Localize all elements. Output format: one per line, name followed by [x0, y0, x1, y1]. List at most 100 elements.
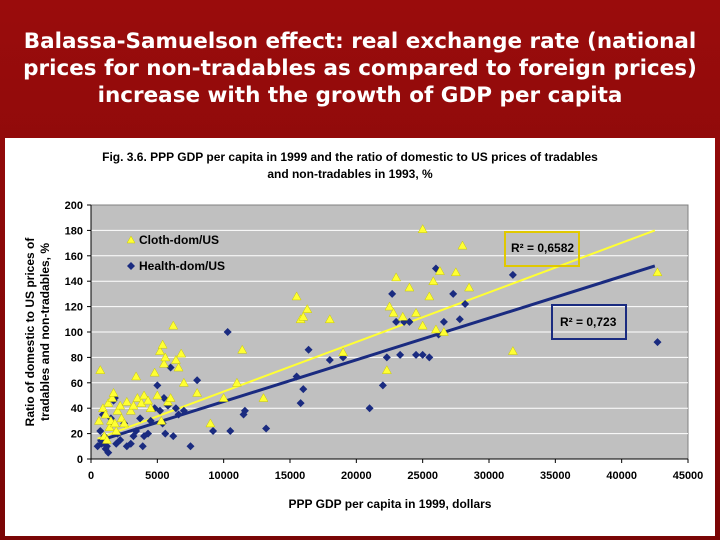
health-point [365, 404, 374, 413]
y-tick-label: 60 [71, 378, 83, 390]
figure-title-line-1: Fig. 3.6. PPP GDP per capita in 1999 and… [102, 150, 598, 164]
y-tick-label: 80 [71, 352, 83, 364]
cloth-point [112, 405, 123, 415]
health-point [392, 317, 401, 326]
health-point [434, 330, 443, 339]
slide-title-line: Balassa-Samuelson effect: real exchange … [23, 29, 697, 54]
cloth-point [218, 393, 229, 402]
health-point [240, 406, 249, 415]
y-tick-label: 20 [71, 429, 83, 441]
cloth-point [149, 367, 160, 377]
health-point [153, 381, 162, 390]
r2-box-cloth: R² = 0,6582 [504, 231, 580, 267]
x-tick-label: 20000 [341, 470, 372, 482]
cloth-point [258, 393, 269, 402]
trendline-health [97, 264, 656, 443]
health-point [174, 410, 183, 419]
cloth-point [173, 362, 184, 372]
cloth-point [507, 346, 518, 355]
cloth-point [107, 393, 118, 402]
cloth-point [108, 387, 119, 397]
health-point [405, 317, 414, 326]
r2-box-health: R² = 0,723 [551, 304, 627, 340]
cloth-point [94, 415, 104, 425]
health-point [378, 381, 387, 390]
y-tick-label: 0 [77, 454, 83, 466]
x-tick-label: 35000 [540, 470, 571, 482]
cloth-point [417, 224, 428, 233]
y-tick-label: 140 [65, 276, 83, 288]
figure-title-line-2: and non-tradables in 1993, % [267, 167, 433, 181]
axes [87, 204, 689, 463]
scatter-chart: Fig. 3.6. PPP GDP per capita in 1999 and… [23, 150, 703, 511]
health-point [102, 442, 111, 451]
health-point [418, 350, 427, 359]
cloth-point [302, 304, 313, 313]
y-tick-label: 120 [65, 302, 83, 314]
health-point [132, 427, 141, 436]
health-point [186, 442, 195, 451]
health-point [169, 432, 178, 441]
r2-box-cloth-frame [504, 231, 580, 267]
legend-label-cloth: Cloth-dom/US [139, 233, 219, 247]
x-tick-label: 5000 [145, 470, 169, 482]
health-point [171, 404, 180, 413]
health-point [193, 376, 202, 385]
cloth-point [121, 396, 132, 406]
cloth-point [338, 347, 348, 357]
y-tick-label: 180 [65, 225, 83, 237]
cloth-point [417, 320, 428, 330]
health-point [292, 372, 301, 381]
health-point [296, 399, 305, 408]
cloth-point [457, 240, 468, 250]
health-point [382, 353, 391, 362]
cloth-point [159, 358, 169, 368]
cloth-point [205, 418, 216, 428]
cloth-point [652, 267, 663, 277]
y-axis-title-line-2: tradables and non-tradables, % [38, 243, 52, 421]
legend-diamond-marker [127, 262, 135, 270]
cloth-point [232, 377, 242, 387]
cloth-point [434, 266, 445, 275]
legend-triangle-marker [126, 235, 136, 244]
cloth-point [145, 403, 156, 412]
cloth-point [438, 326, 449, 336]
cloth-point [157, 339, 168, 349]
r2-label-cloth: R² = 0,6582 [511, 241, 574, 255]
health-point [439, 317, 448, 326]
y-tick-label: 40 [71, 403, 83, 415]
legend: Cloth-dom/US Health-dom/US [126, 233, 225, 273]
cloth-point [192, 387, 203, 397]
health-point [425, 353, 434, 362]
y-tick-label: 160 [65, 251, 83, 263]
health-point [136, 414, 145, 423]
x-axis-title: PPP GDP per capita in 1999, dollars [289, 497, 492, 511]
cloth-point [131, 371, 142, 381]
cloth-point [168, 320, 179, 330]
health-point [223, 328, 232, 336]
slide-title: Balassa-Samuelson effect: real exchange … [0, 28, 720, 109]
x-tick-label: 25000 [407, 470, 438, 482]
cloth-point [298, 311, 309, 321]
health-point [146, 416, 155, 425]
r2-box-health-frame [551, 304, 627, 340]
cloth-point [111, 426, 122, 435]
health-point [653, 338, 662, 347]
cloth-point [397, 311, 408, 321]
cloth-point [424, 291, 435, 301]
health-point [449, 289, 458, 298]
x-tick-label: 10000 [208, 470, 239, 482]
cloth-point [464, 282, 475, 292]
health-point [455, 315, 464, 324]
y-tick-label: 100 [65, 327, 83, 339]
cloth-point [450, 267, 461, 277]
cloth-point [384, 301, 395, 311]
cloth-point [170, 354, 181, 364]
cloth-point [388, 307, 399, 317]
health-point [126, 439, 135, 448]
cloth-point [428, 276, 439, 285]
cloth-point [176, 348, 187, 358]
cloth-point [128, 400, 139, 410]
cloth-point [100, 409, 111, 419]
y-tick-label: 200 [65, 200, 83, 212]
